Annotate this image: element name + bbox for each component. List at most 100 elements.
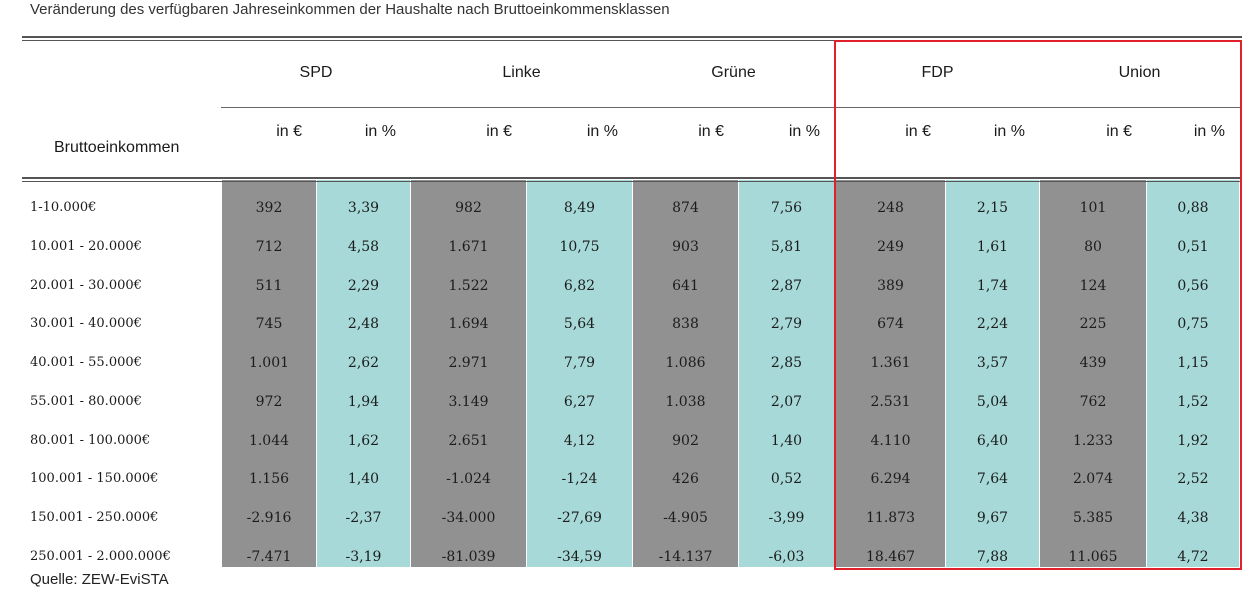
cell-spd-eur: 511 bbox=[255, 278, 283, 294]
cell-fdp-eur: 6.294 bbox=[870, 471, 911, 487]
cell-linke-pct: 4,12 bbox=[563, 433, 596, 449]
cell-union-eur: 101 bbox=[1079, 200, 1107, 216]
cell-gr-ne-pct: 0,52 bbox=[770, 471, 803, 487]
cell-union-eur: 11.065 bbox=[1068, 549, 1118, 565]
table-caption: Veränderung des verfügbaren Jahreseinkom… bbox=[30, 1, 670, 18]
cell-linke-pct: 6,82 bbox=[563, 278, 596, 294]
cell-linke-pct: -27,69 bbox=[557, 510, 602, 526]
row-label: 250.001 - 2.000.000€ bbox=[30, 549, 171, 564]
cell-spd-pct: -2,37 bbox=[345, 510, 382, 526]
party-header-fdp: FDP bbox=[921, 64, 954, 81]
cell-spd-eur: -2.916 bbox=[246, 510, 292, 526]
cell-gr-ne-eur: 874 bbox=[672, 200, 699, 216]
cell-fdp-pct: 6,40 bbox=[976, 433, 1009, 449]
unit-header-linke-in-eur: in € bbox=[486, 123, 512, 140]
cell-gr-ne-eur: 426 bbox=[672, 471, 699, 487]
cell-gr-ne-eur: 902 bbox=[672, 433, 699, 449]
cell-linke-eur: 1.671 bbox=[448, 239, 489, 255]
cell-fdp-eur: 248 bbox=[877, 200, 904, 216]
cell-gr-ne-eur: 838 bbox=[672, 316, 699, 332]
unit-header-gr-ne-in-eur: in € bbox=[698, 123, 724, 140]
cell-fdp-eur: 389 bbox=[877, 278, 904, 294]
unit-header-fdp-in-eur: in € bbox=[905, 123, 931, 140]
cell-union-pct: 1,52 bbox=[1177, 394, 1209, 410]
row-label: 100.001 - 150.000€ bbox=[30, 471, 159, 486]
header-top-rule-thin bbox=[22, 40, 1242, 41]
cell-gr-ne-eur: -4.905 bbox=[663, 510, 708, 526]
row-label: 55.001 - 80.000€ bbox=[30, 394, 142, 409]
cell-linke-pct: 8,49 bbox=[563, 200, 596, 216]
cell-union-eur: 439 bbox=[1079, 355, 1107, 371]
cell-gr-ne-pct: -3,99 bbox=[768, 510, 805, 526]
cell-union-eur: 762 bbox=[1079, 394, 1107, 410]
cell-union-eur: 80 bbox=[1084, 239, 1102, 255]
column-band-3 bbox=[411, 180, 526, 567]
column-band-2 bbox=[317, 180, 410, 567]
column-band-5 bbox=[633, 180, 738, 567]
cell-gr-ne-eur: -14.137 bbox=[658, 549, 713, 565]
cell-union-eur: 5.385 bbox=[1072, 510, 1114, 526]
cell-linke-eur: 3.149 bbox=[448, 394, 489, 410]
row-label: 20.001 - 30.000€ bbox=[30, 278, 142, 293]
cell-spd-pct: 1,62 bbox=[347, 433, 380, 449]
cell-union-pct: 1,92 bbox=[1177, 433, 1209, 449]
column-band-10 bbox=[1147, 180, 1239, 567]
header-bottom-rule-thin bbox=[22, 181, 1242, 182]
cell-linke-pct: 6,27 bbox=[563, 394, 596, 410]
cell-union-eur: 225 bbox=[1079, 316, 1107, 332]
cell-spd-pct: 4,58 bbox=[347, 239, 380, 255]
cell-spd-eur: 972 bbox=[255, 394, 283, 410]
cell-union-pct: 2,52 bbox=[1177, 471, 1209, 487]
cell-fdp-pct: 1,61 bbox=[976, 239, 1009, 255]
fdp-union-highlight-box bbox=[834, 40, 1242, 570]
party-header-spd: SPD bbox=[299, 64, 333, 81]
cell-spd-eur: 745 bbox=[255, 316, 283, 332]
cell-linke-eur: -1.024 bbox=[446, 471, 491, 487]
unit-header-linke-in-pct: in % bbox=[586, 123, 618, 140]
cell-linke-pct: 10,75 bbox=[559, 239, 600, 255]
cell-spd-pct: 1,40 bbox=[347, 471, 380, 487]
cell-union-pct: 0,75 bbox=[1177, 316, 1209, 332]
cell-gr-ne-eur: 641 bbox=[672, 278, 699, 294]
cell-gr-ne-pct: 7,56 bbox=[770, 200, 803, 216]
cell-fdp-pct: 9,67 bbox=[976, 510, 1009, 526]
cell-linke-eur: -81.039 bbox=[441, 549, 496, 565]
cell-fdp-eur: 249 bbox=[877, 239, 904, 255]
party-header-gr-ne: Grüne bbox=[711, 64, 756, 81]
row-label: 80.001 - 100.000€ bbox=[30, 433, 151, 448]
column-band-6 bbox=[739, 180, 834, 567]
cell-linke-eur: 982 bbox=[455, 200, 482, 216]
cell-fdp-pct: 5,04 bbox=[976, 394, 1009, 410]
cell-gr-ne-pct: -6,03 bbox=[768, 549, 805, 565]
cell-spd-pct: -3,19 bbox=[345, 549, 382, 565]
cell-spd-eur: -7.471 bbox=[246, 549, 292, 565]
header-bottom-rule bbox=[22, 177, 1242, 179]
unit-header-spd-in-eur: in € bbox=[276, 123, 302, 140]
cell-linke-eur: 1.694 bbox=[448, 316, 489, 332]
row-label: 1-10.000€ bbox=[30, 200, 97, 215]
cell-linke-pct: -34,59 bbox=[557, 549, 602, 565]
cell-fdp-pct: 3,57 bbox=[976, 355, 1009, 371]
cell-gr-ne-pct: 2,07 bbox=[770, 394, 803, 410]
cell-gr-ne-pct: 2,87 bbox=[770, 278, 803, 294]
column-band-8 bbox=[946, 180, 1039, 567]
cell-union-pct: 4,72 bbox=[1177, 549, 1209, 565]
party-header-union: Union bbox=[1118, 64, 1161, 81]
cell-spd-pct: 1,94 bbox=[347, 394, 380, 410]
cell-linke-pct: 5,64 bbox=[563, 316, 596, 332]
cell-gr-ne-pct: 1,40 bbox=[770, 433, 803, 449]
cell-spd-eur: 1.044 bbox=[248, 433, 290, 449]
cell-spd-pct: 2,29 bbox=[347, 278, 380, 294]
cell-fdp-eur: 2.531 bbox=[870, 394, 911, 410]
cell-gr-ne-pct: 2,79 bbox=[770, 316, 803, 332]
cell-gr-ne-eur: 1.086 bbox=[665, 355, 706, 371]
unit-header-fdp-in-pct: in % bbox=[993, 123, 1025, 140]
row-header-title: Bruttoeinkommen bbox=[54, 139, 180, 156]
cell-fdp-pct: 2,15 bbox=[976, 200, 1009, 216]
cell-union-pct: 0,56 bbox=[1177, 278, 1209, 294]
cell-linke-eur: 2.971 bbox=[448, 355, 489, 371]
cell-gr-ne-pct: 5,81 bbox=[770, 239, 803, 255]
cell-spd-pct: 2,62 bbox=[347, 355, 380, 371]
cell-union-eur: 1.233 bbox=[1072, 433, 1114, 449]
cell-spd-eur: 1.156 bbox=[248, 471, 290, 487]
